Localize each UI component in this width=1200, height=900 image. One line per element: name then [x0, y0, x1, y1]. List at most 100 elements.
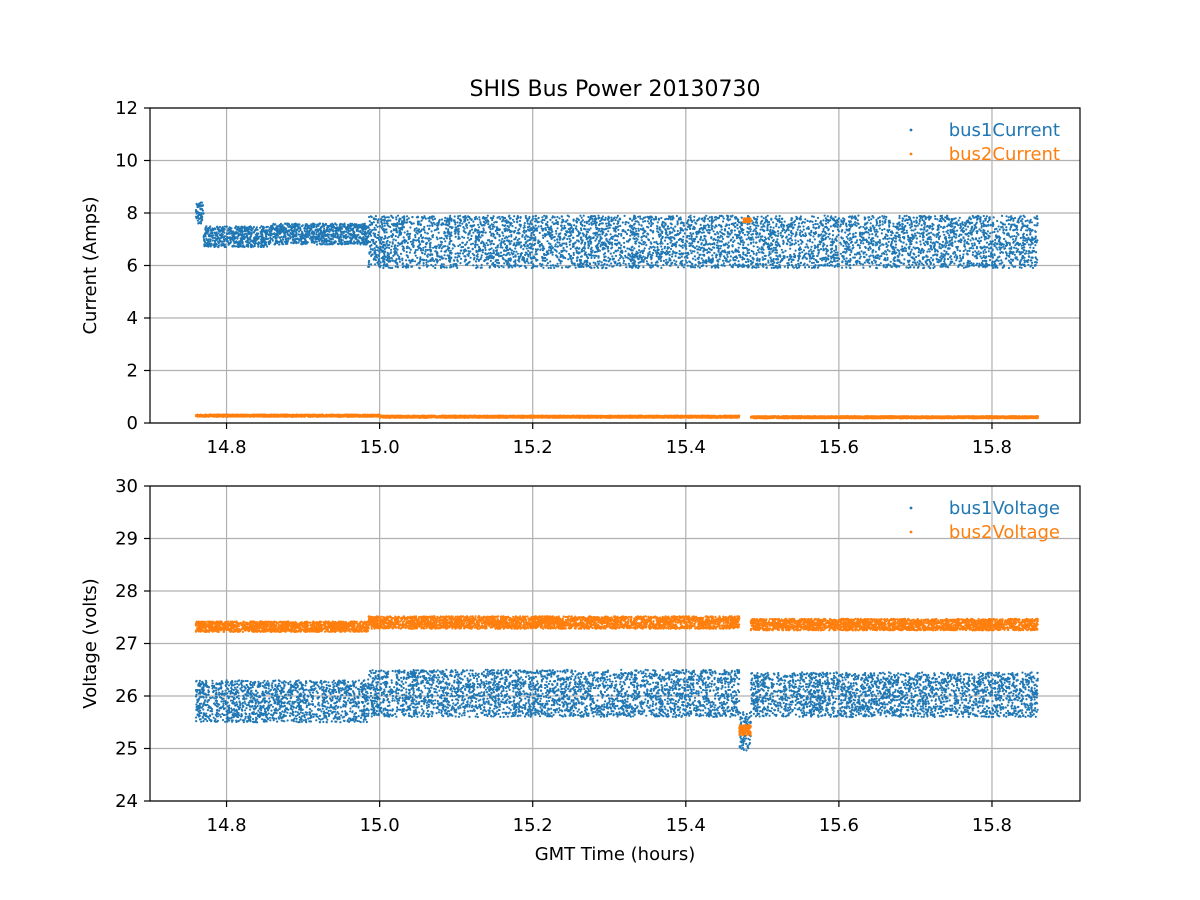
bus1Current-point — [554, 245, 557, 248]
bus1Current-point — [598, 239, 601, 243]
bus1Current-point — [598, 260, 601, 263]
bus1Current-point — [501, 231, 504, 234]
bus1Current-point — [831, 234, 835, 237]
bus1Current-point — [228, 241, 232, 244]
bus1Current-point — [209, 238, 212, 241]
bus1Current-point — [271, 238, 274, 241]
bus1Current-point — [572, 253, 575, 256]
bus1Current-point — [428, 220, 431, 223]
bus1Current-point — [776, 230, 780, 233]
bus1Current-point — [398, 255, 401, 258]
bus1Current-point — [541, 218, 544, 221]
bus1Current-point — [469, 237, 472, 241]
bus1Current-point — [609, 233, 612, 236]
bus1Current-point — [331, 238, 334, 241]
bus1Current-point — [884, 259, 887, 262]
bus1Current-point — [392, 238, 395, 241]
bus1Current-point — [975, 226, 978, 229]
bus1Current-point — [824, 217, 827, 220]
bus1Current-point — [243, 225, 246, 228]
bus1Current-point — [612, 265, 615, 268]
bus1Current-point — [324, 238, 327, 241]
bus1Current-point — [433, 223, 436, 226]
bus1Current-point — [512, 255, 515, 259]
bus1Current-point — [593, 256, 596, 259]
bus1Current-point — [377, 231, 380, 234]
bus1Current-point — [785, 235, 788, 238]
bus1Current-point — [727, 219, 730, 222]
bus1Current-point — [581, 223, 584, 227]
bus1Current-point — [295, 242, 298, 245]
bus1Current-point — [707, 243, 710, 246]
bus1Current-point — [673, 259, 676, 262]
bus1Current-point — [571, 236, 575, 239]
bus1Current-point — [862, 266, 865, 269]
bus1Current-point — [290, 229, 293, 232]
bus1Current-point — [232, 245, 235, 248]
bus1Current-point — [337, 226, 341, 229]
bus1Current-point — [790, 234, 793, 237]
bus1Current-point — [840, 237, 844, 240]
bus1Current-point — [1001, 222, 1004, 225]
chart-title: SHIS Bus Power 20130730 — [470, 77, 761, 102]
bus1Current-point — [682, 235, 685, 238]
bus1Current-point — [529, 253, 532, 256]
bus1Current-point — [750, 262, 754, 265]
bus1Current-point — [810, 229, 813, 232]
bus1Current-point — [200, 201, 204, 204]
current-panel: 14.8 15.0 15.2 15.4 15.6 15.8024681012Current… — [80, 98, 1081, 458]
bus1Current-point — [458, 221, 462, 224]
bus1Current-point — [822, 219, 825, 222]
bus1Current-point — [297, 241, 300, 244]
bus1Current-point — [454, 256, 457, 259]
bus1Current-point — [547, 266, 550, 269]
bus1Current-point — [935, 235, 938, 238]
bus1Current-point — [968, 247, 971, 250]
bus1Current-point — [736, 223, 739, 226]
bus1Current-point — [210, 231, 213, 235]
bus1Current-point — [775, 215, 778, 218]
bus1Current-point — [981, 259, 984, 263]
bus1Current-point — [230, 237, 234, 240]
bus1Current-point — [564, 257, 567, 260]
bus1Current-point — [527, 255, 530, 258]
bus1Current-point — [445, 227, 448, 230]
bus1Current-point — [970, 233, 973, 236]
bus1Current-point — [804, 218, 807, 221]
bus1Current-point — [1004, 247, 1007, 250]
bus1Current-point — [311, 238, 314, 241]
bus1Current-point — [755, 236, 758, 239]
bus1Current-point — [674, 225, 677, 228]
bus1Current-point — [973, 243, 976, 246]
bus1Current-point — [606, 263, 609, 266]
bus1Current-point — [747, 214, 750, 218]
bus1Current-point — [970, 262, 973, 265]
bus1Current-point — [1003, 237, 1006, 240]
bus1Current-point — [609, 257, 612, 261]
bus1Current-point — [229, 229, 233, 233]
bus1Current-point — [778, 263, 781, 266]
bus1Current-point — [477, 259, 480, 262]
bus1Current-point — [364, 235, 367, 238]
bus1Current-point — [813, 238, 816, 241]
bus1Current-point — [416, 256, 419, 259]
bus1Current-point — [809, 248, 812, 251]
bus1Current-point — [459, 224, 462, 227]
bus1Current-point — [661, 242, 664, 245]
bus1Current-point — [863, 256, 866, 259]
bus1Current-point — [397, 236, 400, 239]
bus1Current-point — [648, 222, 651, 225]
bus1Current-point — [254, 239, 257, 242]
bus1Current-point — [214, 232, 218, 235]
bus1Current-point — [775, 225, 778, 228]
bus1Current-point — [957, 235, 961, 238]
bus1Current-point — [638, 249, 641, 252]
bus1Current-point — [273, 232, 276, 235]
bus1Current-point — [750, 249, 753, 253]
bus1Current-point — [207, 238, 211, 241]
bus1Current-point — [410, 222, 413, 225]
bus1Current-point — [496, 264, 499, 267]
bus1Current-point — [514, 226, 517, 229]
bus1Current-point — [414, 236, 417, 239]
bus1Current-point — [900, 230, 903, 233]
